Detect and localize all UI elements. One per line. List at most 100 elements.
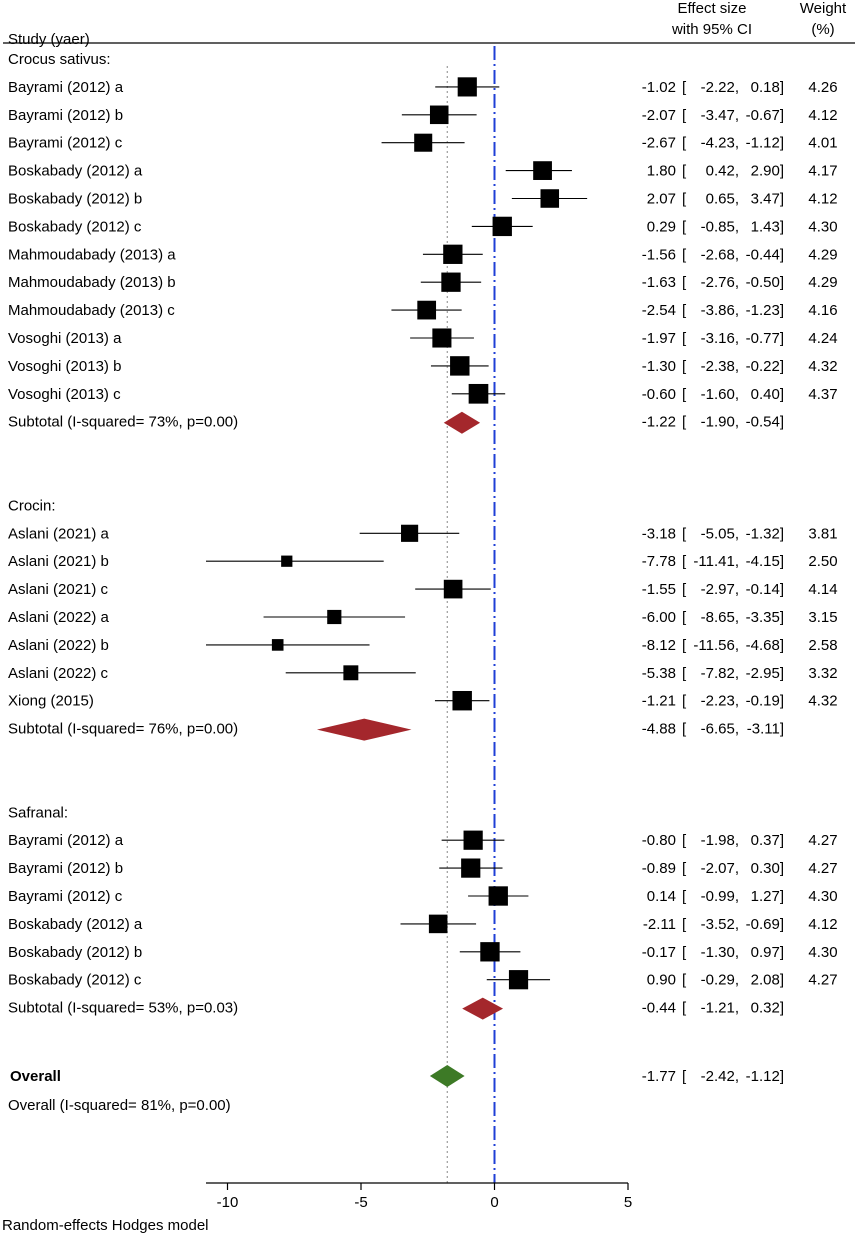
group-3-study-1: Bayrami (2012) a -0.80 [-1.98, 0.37] 4.27 [8,830,838,850]
group-3-title: Safranal: [8,804,68,821]
group-2-study-7-weight-square [452,690,472,711]
group-3-subtotal-effect-value: -0.44 [642,1000,676,1017]
group-3-study-2: Bayrami (2012) b -0.89 [-2.07, 0.30] 4.27 [8,858,838,878]
group-1-subtotal: Subtotal (I-squared= 73%, p=0.00) -1.22[-… [8,411,784,434]
group-2-study-4-label: Aslani (2022) a [8,609,110,626]
group-3-study-6: Boskabady (2012) c 0.90 [-0.29, 2.08] 4.27 [8,970,838,990]
group-3-study-2-ci-upper: 0.30] [751,860,784,877]
group-3-study-4-effect-value: -2.11 [643,916,676,933]
group-1-study-6-weight-square [492,216,512,237]
group-2-study-5-label: Aslani (2022) b [8,637,109,654]
group-1-subtotal-label: Subtotal (I-squared= 73%, p=0.00) [8,414,238,431]
group-2-study-7-weight: 4.32 [808,693,837,710]
group-3-study-1-effect-value: -0.80 [642,832,676,849]
group-1-study-6-ci-upper: 1.43] [751,218,784,235]
group-1-study-8-weight: 4.29 [808,274,837,291]
group-1-study-10-label: Vosoghi (2013) a [8,330,122,347]
group-2-study-3-weight-square [443,579,463,599]
group-1-study-6-label: Boskabady (2012) c [8,218,142,235]
group-3-subtotal: Subtotal (I-squared= 53%, p=0.03) -0.44 [-… [8,997,784,1020]
group-2-study-6-weight: 3.32 [808,665,837,682]
group-2-study-3-ci-open-bracket: [ [682,581,687,598]
header-weight-unit: (%) [811,21,834,38]
group-2-study-2-weight: 2.50 [808,553,837,570]
group-2-study-2-ci-open-bracket: [ [682,553,687,570]
group-3-study-6-ci-lower: -0.29, [701,972,739,989]
group-1-study-10-ci-upper: -0.77] [746,330,784,347]
model-footnote: Random-effects Hodges model [2,1217,209,1234]
group-1-study-9-ci-lower: -3.86, [701,302,739,319]
group-1-study-6-ci-open-bracket: [ [682,218,687,235]
group-3-study-3: Bayrami (2012) c 0.14 [-0.99, 1.27] 4.30 [8,886,838,906]
group-1-study-4-ci-open-bracket: [ [682,163,687,180]
group-1-study-11-ci-upper: -0.22] [746,358,784,375]
x-tick-label-2: -5 [354,1194,367,1211]
group-1-study-9-effect-value: -2.54 [642,302,676,319]
group-3-subtotal-ci-lower: -1.21, [701,1000,739,1017]
group-2-study-7: Xiong (2015) -1.21 [-2.23, -0.19] 4.32 [8,690,838,711]
group-2-study-1-weight: 3.81 [808,525,837,542]
x-axis: -10 -5 0 5 [206,1182,632,1211]
group-2: Crocin: Aslani (2021) a -3.18 [-5.05, -1.32]… [8,497,838,741]
group-3-subtotal-ci-upper: 0.32] [751,1000,784,1017]
group-3-study-4-ci-upper: -0.69] [746,916,784,933]
group-1-study-7-label: Mahmoudabady (2013) a [8,246,176,263]
group-1-subtotal-ci-open-bracket: [ [682,414,687,431]
group-3-study-3-label: Bayrami (2012) c [8,888,123,905]
group-2-study-1-ci-lower: -5.05, [701,525,739,542]
group-1-study-8-effect-value: -1.63 [642,274,676,291]
group-3-subtotal-label: Subtotal (I-squared= 53%, p=0.03) [8,1000,238,1017]
group-2-study-3-effect-value: -1.55 [642,581,676,598]
group-1-study-7-weight: 4.29 [808,246,837,263]
group-1-study-5-ci-open-bracket: [ [682,191,687,208]
group-1-study-10: Vosoghi (2013) a -1.97 [-3.16, -0.77] 4.24 [8,328,838,348]
group-1-study-11-ci-open-bracket: [ [682,358,687,375]
group-3-study-6-ci-upper: 2.08] [751,972,784,989]
group-2-study-1-label: Aslani (2021) a [8,525,110,542]
group-2-study-3-label: Aslani (2021) c [8,581,109,598]
group-3-study-5-ci-upper: 0.97] [751,944,784,961]
group-1-study-8-weight-square [441,272,461,292]
group-1-study-1-label: Bayrami (2012) a [8,79,124,96]
group-2-subtotal-ci-lower: -6.65, [701,721,739,738]
group-1-study-8-ci-lower: -2.76, [701,274,739,291]
overall-effect-value: -1.77 [642,1068,676,1085]
group-3-study-5: Boskabady (2012) b -0.17 [-1.30, 0.97] 4.30 [8,942,838,962]
group-1-study-9-ci-open-bracket: [ [682,302,687,319]
group-1-study-4-weight: 4.17 [808,163,837,180]
x-tick-label-1: -10 [217,1194,239,1211]
group-3-study-2-effect-value: -0.89 [642,860,676,877]
group-1-study-3-ci-open-bracket: [ [682,135,687,152]
group-1-study-4-ci-lower: 0.42, [706,163,739,180]
group-3-study-5-weight: 4.30 [808,944,837,961]
group-1-study-4-effect-value: 1.80 [647,163,676,180]
group-3-study-6-weight: 4.27 [808,972,837,989]
group-2-subtotal-label: Subtotal (I-squared= 76%, p=0.00) [8,721,238,738]
group-3: Safranal: Bayrami (2012) a -0.80 [-1.98, 0.3… [8,804,838,1020]
group-3-study-3-ci-open-bracket: [ [682,888,687,905]
group-2-study-6-weight-square [343,665,359,681]
group-3-study-3-weight-square [488,886,508,906]
group-3-study-4-weight-square [428,914,448,934]
group-1-study-3-label: Bayrami (2012) c [8,135,123,152]
group-2-study-2: Aslani (2021) b -7.78 [-11.41, -4.15] 2.50 [8,553,838,570]
group-1-study-12-ci-upper: 0.40] [751,386,784,403]
group-1-study-11-weight: 4.32 [808,358,837,375]
group-1-study-12-label: Vosoghi (2013) c [8,386,121,403]
group-1-title: Crocus sativus: [8,51,111,68]
group-1-study-10-ci-lower: -3.16, [701,330,739,347]
group-1-study-1-ci-lower: -2.22, [701,79,739,96]
group-2-title: Crocin: [8,497,56,514]
group-1-study-8-label: Mahmoudabady (2013) b [8,274,176,291]
header-weight: Weight [800,0,847,17]
group-2-study-4-ci-upper: -3.35] [746,609,784,626]
group-2-study-1-weight-square [401,524,419,542]
group-2-study-5: Aslani (2022) b -8.12 [-11.56, -4.68] 2.58 [8,637,838,654]
group-3-study-4: Boskabady (2012) a -2.11 [-3.52, -0.69] 4.12 [8,914,838,934]
group-3-study-4-weight: 4.12 [808,916,837,933]
group-1-study-12: Vosoghi (2013) c -0.60 [-1.60, 0.40] 4.37 [8,383,838,404]
group-1-study-2-weight-square [429,105,449,125]
group-2-study-2-weight-square [281,555,293,567]
group-2-study-6-ci-lower: -7.82, [701,665,739,682]
